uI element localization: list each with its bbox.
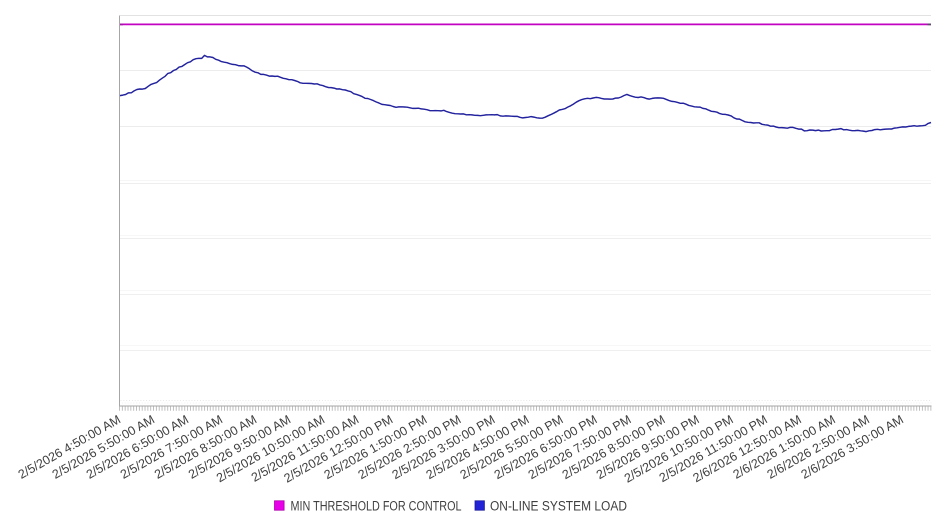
svg-text:ON-LINE SYSTEM LOAD: ON-LINE SYSTEM LOAD bbox=[490, 499, 627, 514]
svg-text:MIN THRESHOLD FOR CONTROL: MIN THRESHOLD FOR CONTROL bbox=[291, 499, 462, 514]
